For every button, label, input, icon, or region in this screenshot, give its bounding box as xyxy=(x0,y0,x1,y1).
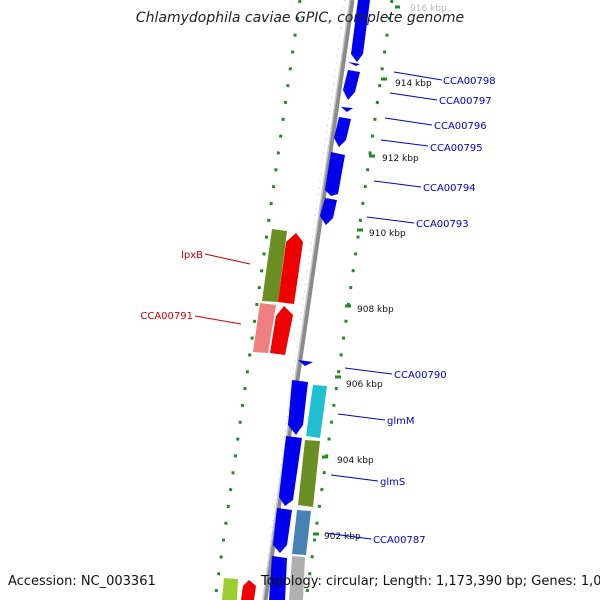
gene-label-CCA00794[interactable]: CCA00794 xyxy=(423,183,476,194)
gene-arrow-bottom-red[interactable] xyxy=(241,580,256,600)
leader-CCA00793 xyxy=(366,216,415,224)
leader-CCA00787 xyxy=(324,532,372,540)
gene-label-CCA00796[interactable]: CCA00796 xyxy=(434,121,487,132)
gene-arrow-small[interactable] xyxy=(341,107,353,112)
leader-CCA00796 xyxy=(384,117,433,126)
gene-block-glmM[interactable] xyxy=(306,385,327,438)
gene-block-glmS[interactable] xyxy=(298,440,320,507)
scale-ticks: 916 kbp 914 kbp 912 kbp 910 kbp 908 kbp … xyxy=(313,4,447,542)
gene-arrow-CCA00798[interactable] xyxy=(348,62,360,66)
gene-arrow-CCA00796[interactable] xyxy=(334,117,351,147)
gene-label-glmS[interactable]: glmS xyxy=(380,477,405,488)
gene-label-glmM[interactable]: glmM xyxy=(387,416,415,427)
gene-label-CCA00787[interactable]: CCA00787 xyxy=(373,535,426,546)
gene-arrow-glmS-neighbor[interactable] xyxy=(279,436,302,506)
gene-label-CCA00790[interactable]: CCA00790 xyxy=(394,370,447,381)
gene-arrow-CCA00791-red[interactable] xyxy=(270,306,293,355)
gene-label-CCA00795[interactable]: CCA00795 xyxy=(430,143,483,154)
gene-label-CCA00798[interactable]: CCA00798 xyxy=(443,76,496,87)
tick-label-906: 906 kbp xyxy=(346,380,383,390)
leader-glmM xyxy=(337,413,386,421)
genome-title: Chlamydophila caviae GPIC, complete geno… xyxy=(135,10,465,26)
gene-label-lpxB[interactable]: lpxB xyxy=(181,250,203,261)
gene-arrow-lpxB-red[interactable] xyxy=(278,233,303,304)
genome-backbone-highlight xyxy=(262,0,351,600)
leader-CCA00795 xyxy=(380,139,429,147)
gene-arrow-top[interactable] xyxy=(351,0,370,62)
gene-arrow-CCA00794[interactable] xyxy=(325,152,345,196)
tick-label-914: 914 kbp xyxy=(395,79,432,89)
tick-label-912: 912 kbp xyxy=(382,154,419,164)
leader-lpxB xyxy=(204,253,251,265)
leader-glmS xyxy=(330,474,379,482)
gene-block-lpxB[interactable] xyxy=(262,229,287,302)
gene-label-CCA00791[interactable]: CCA00791 xyxy=(140,311,193,322)
gene-block-CCA00791[interactable] xyxy=(253,303,276,353)
tick-label-904: 904 kbp xyxy=(337,456,374,466)
tick-label-910: 910 kbp xyxy=(369,229,406,239)
gene-arrow-bottom[interactable] xyxy=(269,556,287,600)
gene-block-bottom-green[interactable] xyxy=(222,578,238,600)
gene-block-CCA00787[interactable] xyxy=(292,510,311,555)
secondary-genes xyxy=(289,385,327,600)
topology-text: Topology: circular; Length: 1,173,390 bp… xyxy=(261,574,600,589)
label-leaders xyxy=(194,71,443,540)
accession-text: Accession: NC_003361 xyxy=(8,574,156,589)
leader-CCA00797 xyxy=(389,92,438,101)
gene-block-grey[interactable] xyxy=(289,556,305,600)
gene-label-CCA00797[interactable]: CCA00797 xyxy=(439,96,492,107)
forward-strand-genes xyxy=(269,0,370,600)
gene-arrow-CCA00787-neighbor[interactable] xyxy=(273,508,292,553)
gene-arrow-CCA00790[interactable] xyxy=(298,360,313,366)
tick-label-908: 908 kbp xyxy=(357,305,394,315)
leader-CCA00791 xyxy=(194,315,242,325)
gene-arrow-glmM-neighbor[interactable] xyxy=(288,380,308,435)
dotted-ring-mid xyxy=(261,0,346,600)
tick-label-902: 902 kbp xyxy=(324,532,361,542)
leader-CCA00798 xyxy=(393,71,443,81)
gene-arrow-CCA00797[interactable] xyxy=(343,70,360,100)
leader-CCA00790 xyxy=(344,367,393,375)
gene-labels: CCA00798 CCA00797 CCA00796 CCA00795 CCA0… xyxy=(140,76,495,546)
reverse-strand-genes xyxy=(222,229,303,600)
tick-label-916: 916 kbp xyxy=(410,4,447,14)
gene-arrow-CCA00793[interactable] xyxy=(320,198,337,225)
genome-backbone xyxy=(262,0,355,600)
gene-label-CCA00793[interactable]: CCA00793 xyxy=(416,219,469,230)
leader-CCA00794 xyxy=(373,180,422,188)
